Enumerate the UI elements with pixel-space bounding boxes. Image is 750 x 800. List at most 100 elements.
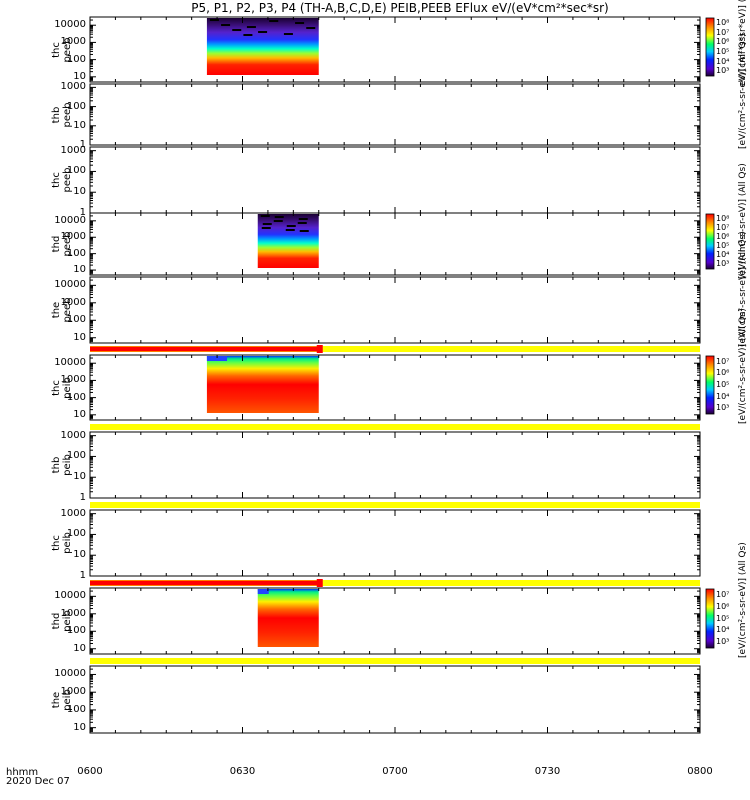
y-tick-label: 1000 [60,81,86,93]
y-tick-label: 10000 [54,590,86,602]
colorbar-tick-label: 10⁴ [716,625,730,635]
spectrogram-block [206,356,319,413]
panel-label: thc peib [51,532,73,554]
y-tick-label: 10000 [54,357,86,369]
y-tick-label: 100 [66,314,86,326]
spectrogram-low-flux-band [257,589,269,594]
panel-label: thc peeb [51,37,73,62]
spectrogram-speckle [269,20,279,22]
chart-title: P5, P1, P2, P3, P4 (TH-A,B,C,D,E) PEIB,P… [191,1,609,15]
panel-frame [89,431,701,499]
y-tick-label: 1 [79,207,86,218]
panel-label: thd peib [51,610,73,632]
y-tick-label: 100 [66,165,86,177]
colorbar [705,213,715,270]
colorbar-tick-label: 10⁷ [716,222,730,232]
flag-bar-yellow [90,424,700,430]
y-tick-label: 1000 [60,231,86,243]
colorbar-tick-label: 10⁴ [716,391,730,401]
spectrogram-speckle [243,34,253,36]
panel-frame [89,16,701,83]
spectrogram-low-flux-band [206,356,228,361]
colorbar-tick-label: 10⁴ [716,56,730,66]
colorbar-tick-label: 10⁶ [716,37,730,47]
panel-frame [89,587,701,655]
y-tick-label: 10 [73,471,86,483]
flag-bar-red [90,580,319,586]
colorbar-tick-label: 10³ [716,66,730,76]
y-tick-label: 10000 [54,214,86,226]
panel-label: thc peeb [51,167,73,193]
panel-frame [89,276,701,344]
x-tick-label: 0600 [77,766,103,777]
flag-bar-yellow [90,658,700,664]
flag-bar-red-end [316,579,323,587]
spectrogram-speckle [232,29,242,31]
colorbar-tick-label: 10⁴ [716,250,730,260]
colorbar-tick-label: 10⁷ [716,27,730,37]
spectrogram-speckle [283,33,293,35]
colorbar-tick-label: 10⁸ [716,17,730,27]
panel-frame [89,509,701,577]
y-tick-label: 1000 [60,296,86,308]
y-tick-label: 1000 [60,144,86,156]
spectrogram-speckle [262,223,272,225]
colorbar-tick-label: 10⁶ [716,601,730,611]
y-tick-label: 10 [73,408,86,420]
x-tick-label: 0630 [229,766,256,777]
y-tick-label: 10 [73,186,86,198]
colorbar-tick-label: 10⁵ [716,241,730,251]
spectrogram-speckle [299,230,309,232]
y-tick-label: 100 [66,528,86,540]
flag-bar-yellow [90,346,700,352]
y-tick-label: 1 [79,570,86,581]
panel-frame [89,665,701,734]
colorbar-units-label: [eV/(cm²-s-sr-eV)] (All Qs) [738,33,748,149]
spectrogram-block [257,589,319,647]
x-axis-time-label: hhmm [6,767,39,778]
colorbar [705,17,715,77]
colorbar-tick-label: 10⁵ [716,380,730,389]
panel-label: thb peib [51,454,73,476]
spectrogram-speckle [306,27,316,29]
y-tick-label: 10 [73,549,86,561]
spectrogram-speckle [274,216,284,218]
panel-label: thc peib [51,376,73,399]
y-tick-label: 100 [66,450,86,462]
colorbar-tick-label: 10³ [716,259,730,269]
spectrogram-speckle [298,218,308,220]
panel-label: thb peeb [51,102,73,127]
spectrogram-speckle [295,22,305,24]
y-tick-label: 1000 [60,374,86,386]
y-tick-label: 100 [66,391,86,403]
y-tick-label: 10 [73,70,86,82]
spectrogram-speckle [261,227,271,229]
colorbar-units-label: [eV/(cm²-s-sr-eV)] (All Qs) [738,308,748,424]
colorbar-tick-label: 10⁶ [716,368,730,378]
x-tick-label: 0700 [382,766,408,777]
panel-frame [89,83,701,146]
x-tick-label: 0800 [687,766,713,777]
y-tick-label: 10 [73,642,86,654]
panel-label: the peeb [51,297,73,323]
y-tick-label: 1 [79,139,86,150]
panel-frame [89,146,701,214]
y-tick-label: 10 [73,721,86,733]
colorbar-units-label: [eV/(cm²-s-sr-eV)] (All Qs) [738,542,748,658]
panel-label: thd peeb [51,231,73,257]
y-tick-label: 1000 [60,36,86,48]
colorbar-tick-label: 10⁷ [716,356,730,366]
spectrogram-speckle [286,225,296,227]
y-tick-label: 10000 [54,668,86,680]
y-tick-label: 10000 [54,19,86,31]
panel-frame [89,212,701,276]
colorbar-tick-label: 10⁶ [716,231,730,241]
colorbar [705,588,715,649]
flag-bar-yellow [90,502,700,508]
y-tick-label: 100 [66,703,86,715]
y-tick-label: 10000 [54,279,86,291]
spectrogram-block [257,214,319,268]
spectrogram-speckle [221,24,231,26]
panel-label: the peib [51,688,73,711]
